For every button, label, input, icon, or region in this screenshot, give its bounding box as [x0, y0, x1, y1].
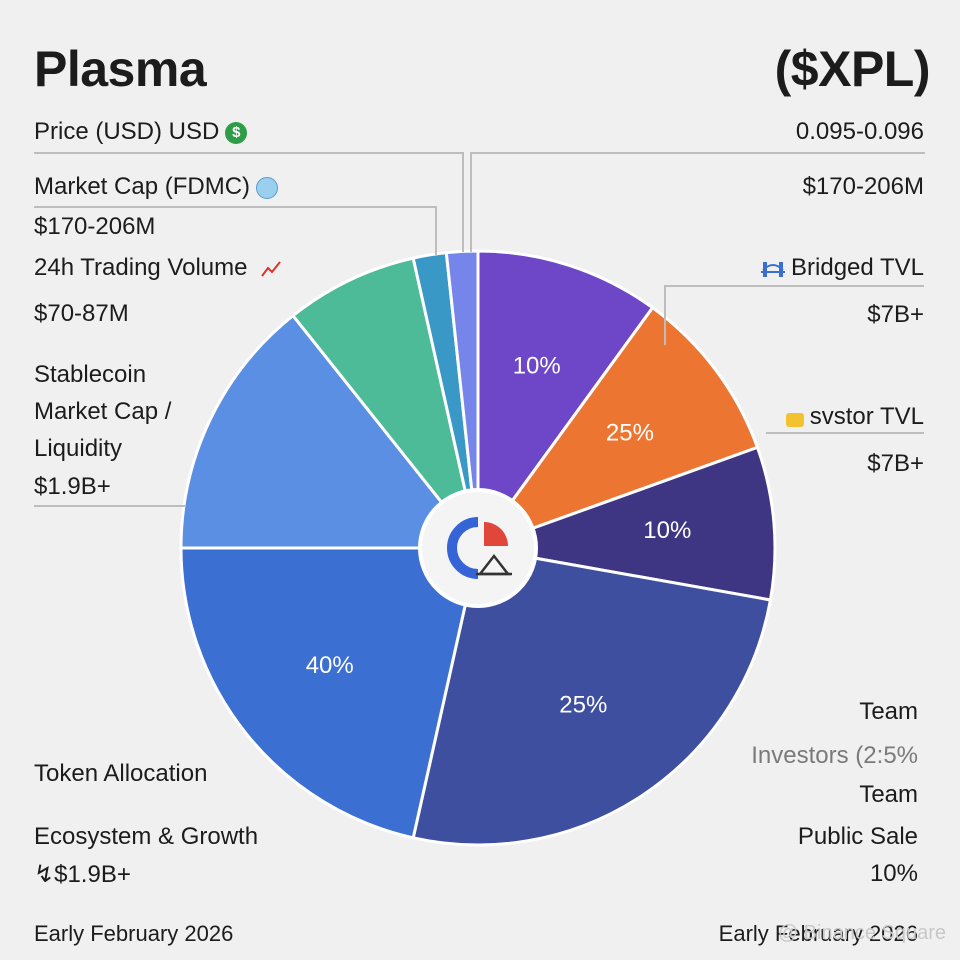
price-value: 0.095-0.096	[795, 118, 924, 145]
public-sale-label: Public Sale	[797, 823, 918, 850]
market-cap-value-right: $170-206M	[802, 173, 924, 200]
pie-slice-label: 10%	[643, 517, 691, 544]
page-title: Plasma	[34, 41, 207, 97]
investor-tvl-label: svstor TVL	[785, 403, 924, 431]
pie-slice-green	[290, 256, 480, 549]
bridged-connector	[664, 285, 666, 345]
bridged-tvl-value: $7B+	[867, 301, 924, 328]
bridged-rule	[664, 285, 924, 287]
chart-up-icon	[261, 261, 281, 277]
market-cap-connector	[435, 206, 437, 256]
stablecoin-label-line1: Stablecoin	[34, 361, 147, 388]
watermark: @ Binance Square	[777, 922, 946, 944]
market-cap-label: Market Cap (FDMC)	[34, 173, 279, 201]
stablecoin-value: $1.9B+	[34, 473, 111, 500]
ticker-symbol: ($XPL)	[774, 41, 931, 97]
pie-slice-team-investors	[411, 546, 773, 847]
price-value-rule	[470, 152, 925, 154]
market-cap-rule	[34, 206, 436, 208]
center-hub	[418, 488, 538, 608]
pie-slice-blue	[179, 313, 482, 550]
pie-slice-dark-indigo	[472, 445, 777, 602]
ecosystem-value: ↯$1.9B+	[34, 861, 131, 888]
investors-label: Investors (2:5%	[751, 742, 918, 769]
market-cap-value-left: $170-206M	[34, 213, 156, 240]
price-value-connector	[470, 152, 472, 252]
plasma-logo-icon	[447, 517, 512, 579]
pie-slice-label: 25%	[606, 419, 654, 446]
bridged-tvl-label: Bridged TVL	[761, 254, 924, 282]
pie-slice-orange	[473, 305, 760, 552]
volume-label: 24h Trading Volume	[34, 254, 282, 282]
globe-icon	[256, 176, 279, 199]
date-left: Early February 2026	[34, 921, 234, 946]
ecosystem-label: Ecosystem & Growth	[34, 823, 259, 850]
token-allocation-heading: Token Allocation	[34, 760, 208, 787]
volume-value: $70-87M	[34, 300, 129, 327]
dollar-coin-icon: $	[225, 121, 248, 144]
team-label-1: Team	[859, 698, 918, 725]
pie-slice-label: 25%	[559, 691, 607, 718]
lock-icon	[785, 412, 804, 427]
team-label-2: Team	[859, 781, 918, 808]
stablecoin-rule	[34, 505, 186, 507]
investor-tvl-value: $7B+	[867, 450, 924, 477]
bridge-icon	[761, 261, 786, 277]
pie-slice-label: 40%	[306, 652, 354, 679]
price-label: Price (USD) USD $	[34, 118, 248, 146]
pie-slice-purple	[476, 249, 655, 553]
date-right: Early February 2026	[718, 921, 918, 946]
pie-slice-ecosystem-growth	[179, 546, 480, 840]
investor-rule	[766, 432, 924, 434]
stablecoin-label-line3: Liquidity	[34, 435, 123, 462]
pie-slice-label: 10%	[513, 353, 561, 380]
price-rule	[34, 152, 462, 154]
public-sale-value: 10%	[869, 860, 918, 887]
stablecoin-label-line2: Market Cap /	[34, 398, 172, 425]
price-connector	[462, 152, 464, 252]
